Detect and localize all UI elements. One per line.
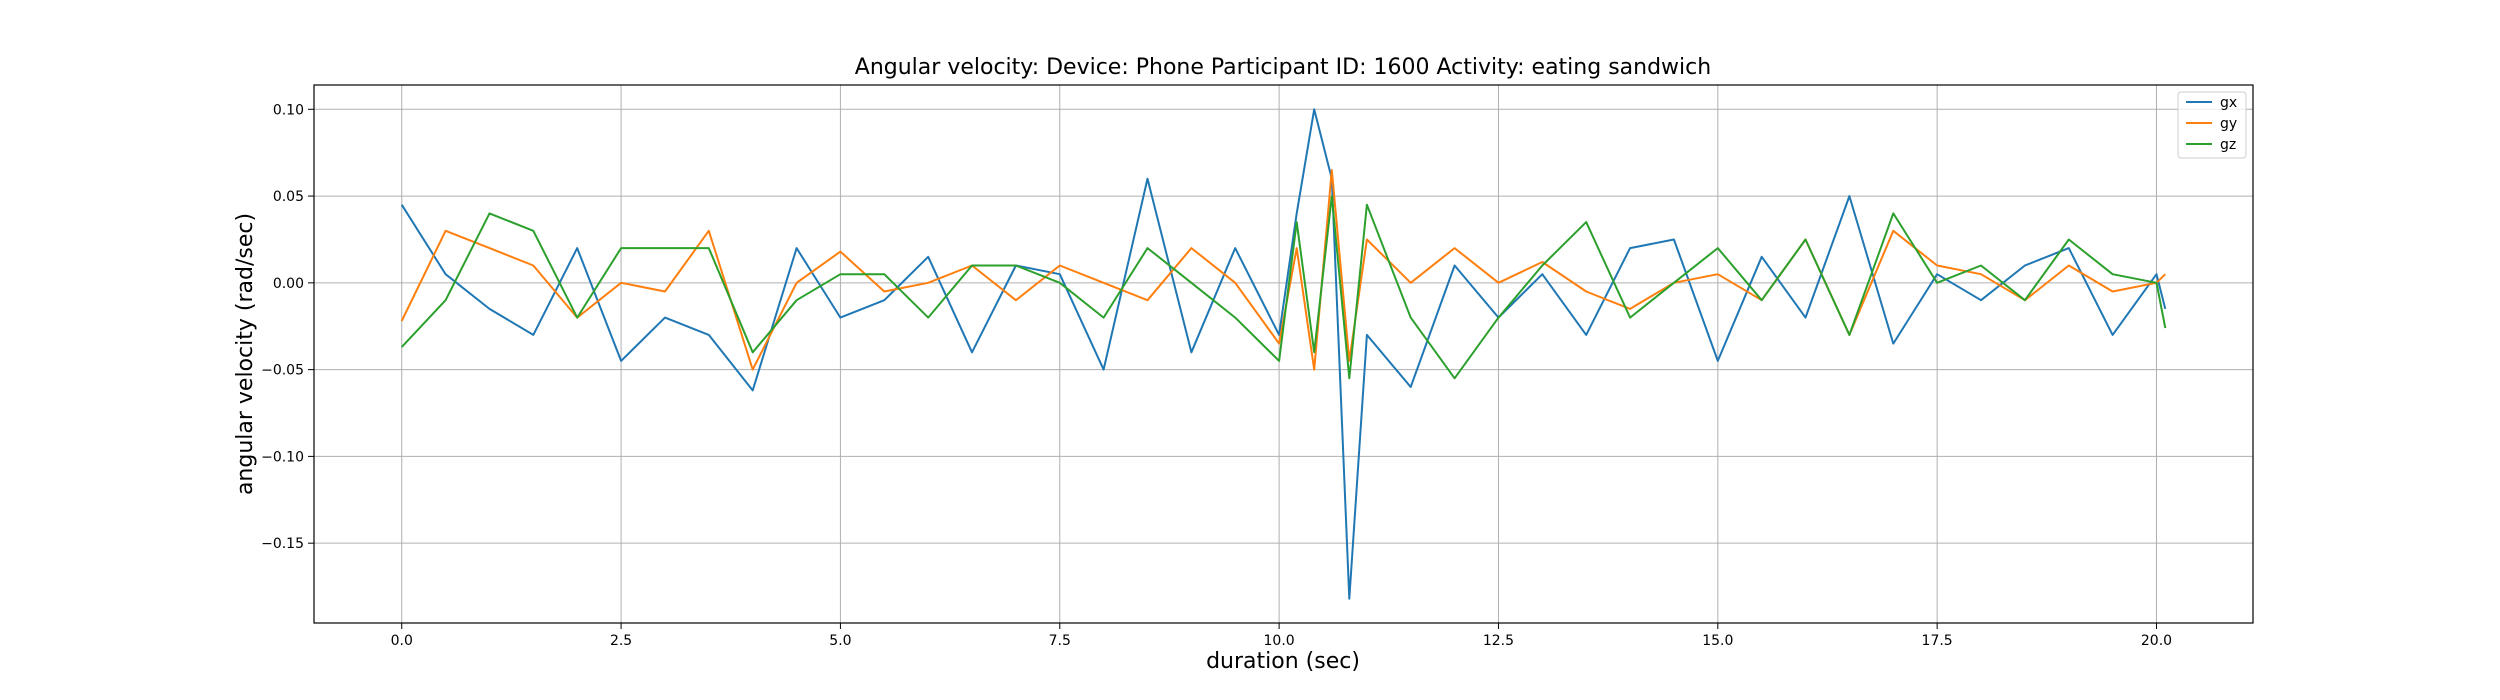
x-tick-label: 10.0 [1264,633,1295,649]
series-line-gx [400,108,2167,600]
y-tick-label: 0.10 [273,102,304,118]
x-axis-ticks: 0.0 2.5 5.0 7.5 10.0 12.5 15.0 17.5 20.0 [391,623,2172,649]
legend-label-gz: gz [2220,137,2236,153]
legend-label-gx: gx [2220,95,2237,111]
y-tick-label: 0.05 [273,189,304,205]
x-tick-label: 15.0 [1702,633,1733,649]
y-axis-ticks: 0.10 0.05 0.00 −0.05 −0.10 −0.15 [261,102,314,552]
legend-box [2177,91,2247,159]
grid-lines [314,85,2253,623]
y-tick-label: −0.15 [261,536,304,552]
series-line-gy [400,169,2166,371]
x-axis-label: duration (sec) [1206,649,1360,674]
x-tick-label: 20.0 [2141,633,2172,649]
x-tick-label: 0.0 [391,633,413,649]
y-tick-label: 0.00 [273,276,304,292]
x-tick-label: 7.5 [1049,633,1071,649]
x-tick-label: 17.5 [1922,633,1953,649]
series-lines [400,108,2167,600]
x-tick-label: 12.5 [1483,633,1514,649]
y-axis-label: angular velocity (rad/sec) [233,213,258,495]
x-tick-label: 2.5 [610,633,632,649]
legend-label-gy: gy [2220,116,2237,132]
y-tick-label: −0.10 [261,449,304,465]
y-tick-label: −0.05 [261,363,304,379]
chart-title: Angular velocity: Device: Phone Particip… [855,55,1711,80]
legend: gx gy gz [2177,91,2247,159]
plot-frame [313,84,2254,624]
x-tick-label: 5.0 [829,633,851,649]
series-line-gz [400,195,2167,380]
